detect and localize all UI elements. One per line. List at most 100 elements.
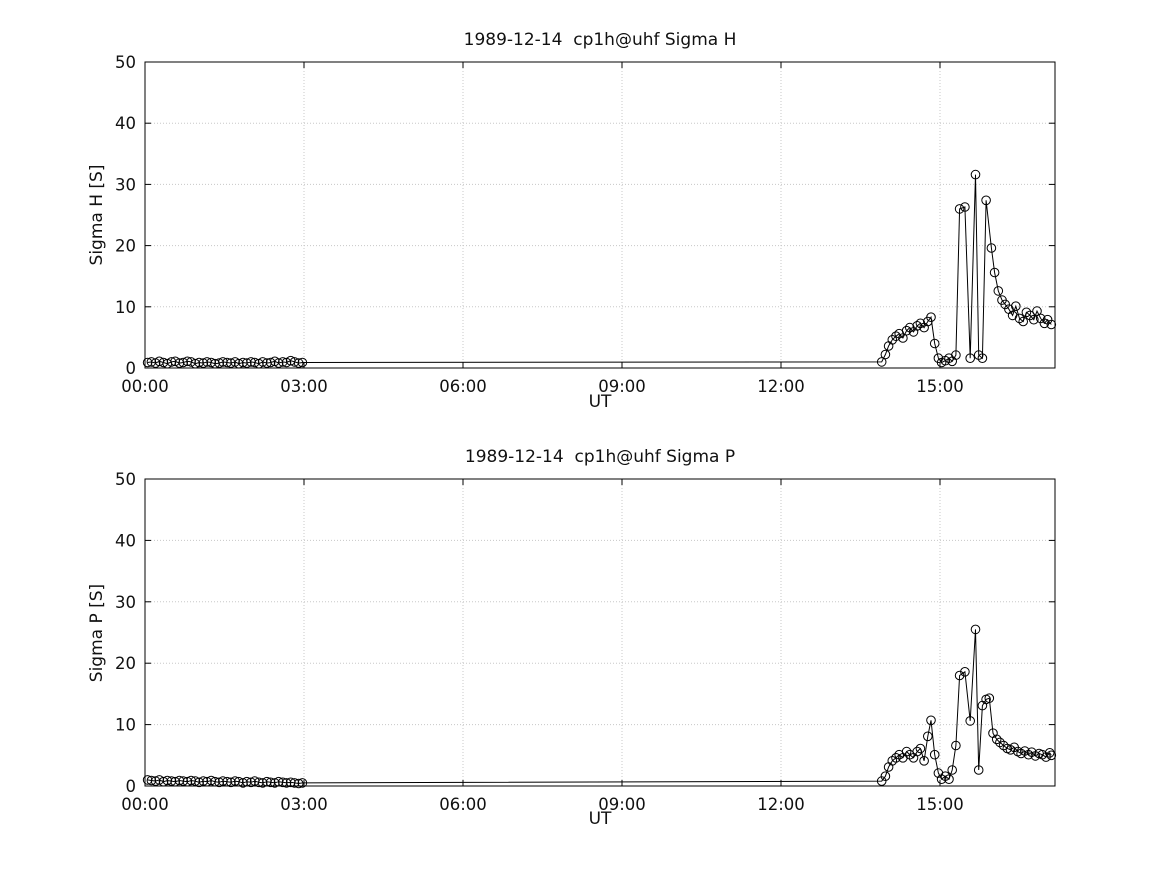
- data-point-marker: [960, 667, 970, 677]
- data-point-marker: [1029, 314, 1039, 325]
- data-point-marker: [1023, 749, 1034, 760]
- data-point-marker: [891, 753, 901, 763]
- data-point-marker: [278, 777, 288, 788]
- svg-text:10: 10: [115, 716, 136, 735]
- sigma-p-y-axis-label: Sigma P [S]: [87, 583, 107, 683]
- chart-0: 00:00 03:00 06:00 09:00 12:00 15:00 0 10 20 30 40 5…: [115, 53, 1057, 396]
- data-line: [147, 174, 1052, 365]
- data-point-marker: [912, 746, 923, 757]
- data-point-marker: [150, 776, 161, 786]
- data-point-marker: [158, 357, 169, 368]
- data-point-marker: [984, 693, 995, 704]
- data-point-marker: [142, 357, 153, 368]
- data-point-marker: [965, 353, 976, 364]
- data-line: [147, 629, 1052, 785]
- data-point-marker: [986, 243, 997, 253]
- data-point-marker: [194, 357, 204, 368]
- svg-text:09:00: 09:00: [598, 377, 646, 396]
- data-point-marker: [876, 357, 887, 367]
- data-point-marker: [257, 357, 268, 367]
- data-point-marker: [254, 777, 264, 788]
- data-point-marker: [991, 734, 1002, 745]
- data-point-marker: [1018, 316, 1029, 327]
- data-point-marker: [262, 776, 272, 787]
- data-point-marker: [1039, 318, 1050, 329]
- data-point-marker: [919, 756, 929, 766]
- svg-text:30: 30: [115, 593, 136, 612]
- data-point-marker: [876, 776, 887, 786]
- svg-text:00:00: 00:00: [121, 795, 169, 814]
- svg-text:15:00: 15:00: [916, 377, 964, 396]
- data-point-marker: [981, 195, 991, 206]
- data-point-marker: [222, 357, 232, 368]
- data-point-marker: [238, 778, 248, 788]
- data-point-marker: [281, 778, 292, 788]
- data-point-marker: [965, 716, 976, 726]
- data-point-marker: [178, 776, 188, 786]
- data-point-marker: [1026, 747, 1037, 758]
- data-point-marker: [912, 321, 923, 331]
- svg-text:0: 0: [126, 359, 137, 378]
- data-point-marker: [929, 338, 940, 349]
- data-point-marker: [158, 776, 169, 787]
- data-point-marker: [954, 204, 965, 214]
- data-point-marker: [234, 776, 244, 787]
- data-point-marker: [1042, 314, 1053, 325]
- svg-text:09:00: 09:00: [598, 795, 646, 814]
- svg-text:15:00: 15:00: [916, 795, 964, 814]
- svg-text:0: 0: [126, 777, 137, 796]
- chart-1: 00:00 03:00 06:00 09:00 12:00 15:00 0 10 20 30 40 5…: [115, 470, 1057, 814]
- data-point-marker: [246, 777, 256, 788]
- data-point-marker: [1000, 299, 1011, 310]
- data-point-marker: [1011, 301, 1021, 312]
- data-point-marker: [880, 349, 891, 360]
- data-point-marker: [178, 357, 188, 368]
- data-point-marker: [226, 777, 236, 788]
- data-point-marker: [901, 325, 912, 336]
- svg-text:12:00: 12:00: [757, 795, 805, 814]
- data-point-marker: [960, 202, 970, 212]
- sigma-p-x-axis-label: UT: [588, 809, 612, 829]
- data-point-marker: [880, 771, 891, 782]
- data-point-marker: [278, 357, 288, 367]
- data-point-marker: [281, 357, 292, 368]
- data-point-marker: [226, 358, 236, 368]
- svg-text:40: 40: [115, 114, 136, 133]
- data-point-marker: [166, 776, 177, 786]
- data-point-marker: [273, 358, 284, 368]
- data-point-marker: [993, 286, 1004, 296]
- data-point-marker: [146, 357, 157, 367]
- svg-text:10: 10: [115, 298, 136, 317]
- data-point-marker: [951, 350, 961, 360]
- data-point-marker: [926, 312, 936, 323]
- data-point-marker: [297, 778, 308, 788]
- data-point-marker: [210, 776, 220, 787]
- data-point-marker: [170, 776, 180, 787]
- sigma-p-chart-title: 1989-12-14 cp1h@uhf Sigma P: [464, 447, 736, 467]
- data-point-marker: [190, 776, 201, 786]
- data-point-marker: [915, 743, 926, 754]
- svg-text:03:00: 03:00: [280, 377, 328, 396]
- svg-text:30: 30: [115, 175, 136, 194]
- data-point-marker: [234, 358, 244, 369]
- data-point-marker: [270, 778, 280, 788]
- data-point-marker: [1013, 746, 1023, 757]
- data-point-marker: [1044, 748, 1055, 758]
- data-point-marker: [1035, 313, 1046, 324]
- svg-text:20: 20: [115, 654, 136, 673]
- data-point-marker: [1046, 750, 1057, 761]
- svg-text:12:00: 12:00: [757, 377, 805, 396]
- svg-text:06:00: 06:00: [439, 795, 487, 814]
- data-point-marker: [926, 715, 936, 726]
- data-point-marker: [923, 731, 933, 742]
- data-point-marker: [1007, 310, 1018, 321]
- data-point-marker: [198, 358, 209, 368]
- data-point-marker: [289, 778, 300, 788]
- data-point-marker: [929, 749, 940, 760]
- data-point-marker: [206, 357, 216, 368]
- data-point-marker: [970, 169, 981, 180]
- data-point-marker: [146, 775, 157, 786]
- data-point-marker: [202, 776, 212, 787]
- data-point-marker: [214, 777, 224, 788]
